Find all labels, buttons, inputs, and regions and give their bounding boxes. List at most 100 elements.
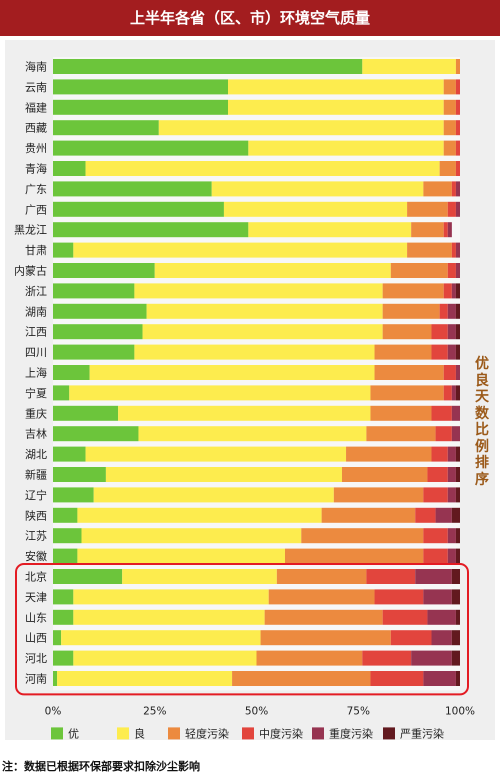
category-label: 云南 [25,81,47,94]
bar-segment-重度污染 [415,569,452,584]
bar-segment-轻度污染 [443,99,456,115]
bar-segment-优 [53,181,212,197]
bar-segment-中度污染 [447,263,456,278]
bar-segment-严重污染 [455,385,460,401]
bar-segment-轻度污染 [411,222,444,238]
legend-label: 良 [134,726,145,740]
bar-segment-严重污染 [451,589,460,605]
category-label: 重庆 [25,406,47,420]
bar-segment-优 [53,569,123,584]
side-label-char: 良 [475,372,489,389]
legend-swatch [312,727,324,740]
bar-segment-轻度污染 [374,365,444,380]
category-label: 浙江 [25,285,47,298]
chart-panel: 海南 云南 福建 西藏 贵州 青海 广东 广西 黑龙江 甘肃 内蒙古 浙江 湖南 江西 四川 上海 宁夏 重庆 吉林… [5,40,495,740]
category-label: 新疆 [25,468,47,482]
bar-segment-优 [53,324,143,340]
bar-segment-轻度污染 [390,263,448,278]
bar-segment-中度污染 [451,242,456,258]
bar-segment-优 [53,222,249,238]
bar-segment-优 [53,507,78,523]
side-label-char: 比 [475,422,489,438]
category-label: 贵州 [25,142,47,155]
bar-segment-优 [53,344,135,360]
bar-segment-重度污染 [447,303,456,319]
bar-segment-轻度污染 [374,344,432,360]
legend-label: 轻度污染 [185,726,229,740]
legend-label: 严重污染 [400,726,444,740]
category-label: 湖北 [25,448,47,461]
legend-label: 重度污染 [329,726,373,740]
category-label: 四川 [25,346,47,359]
category-label: 广西 [25,203,47,216]
bar-segment-轻度污染 [382,283,444,299]
category-label: 山西 [25,632,47,645]
category-label: 黑龙江 [14,224,47,237]
bar-segment-优 [53,671,58,686]
category-label: 上海 [25,366,47,380]
bar-segment-良 [85,446,347,462]
chart-title: 上半年各省（区、市）环境空气质量 [0,0,500,36]
bar-segment-轻度污染 [423,181,452,197]
bar-segment-中度污染 [443,283,452,299]
bar-segment-轻度污染 [443,79,456,95]
bar-segment-中度污染 [374,589,424,605]
bar-segment-中度污染 [427,467,448,482]
bar-segment-良 [228,79,444,95]
bar-segment-重度污染 [455,365,460,380]
bar-segment-中度污染 [443,365,456,380]
bar-segment-严重污染 [451,569,460,584]
bar-segment-严重污染 [455,344,460,360]
bar-segment-优 [53,548,78,564]
bar-segment-优 [53,79,229,95]
category-label: 天津 [25,591,47,604]
bar-segment-优 [53,385,70,401]
legend-swatch [168,727,180,740]
category-label: 山东 [25,611,47,624]
bar-segment-良 [142,324,383,340]
bar-segment-轻度污染 [370,405,432,421]
bar-segment-轻度污染 [443,120,456,136]
category-label: 宁夏 [25,386,47,400]
bar-segment-良 [77,507,322,523]
bar-segment-优 [53,263,155,278]
bar-segment-轻度污染 [370,385,444,401]
bar-segment-重度污染 [447,528,456,544]
bar-segment-优 [53,120,159,136]
bar-segment-良 [69,385,371,401]
bar-segment-重度污染 [447,344,456,360]
bar-segment-中度污染 [439,303,448,319]
bar-segment-轻度污染 [443,140,456,156]
bar-segment-优 [53,630,62,646]
category-label: 江苏 [25,530,47,543]
bar-segment-中度污染 [431,344,448,360]
bar-segment-中度污染 [455,99,460,115]
bar-segment-中度污染 [443,385,452,401]
legend-swatch [51,727,63,740]
bar-segment-良 [57,671,233,686]
bar-segment-优 [53,426,139,442]
x-tick-label: 100% [445,705,475,717]
bar-segment-重度污染 [451,405,460,421]
bar-segment-严重污染 [455,324,460,340]
bar-segment-中度污染 [451,181,456,197]
bar-segment-中度污染 [455,161,460,176]
bar-segment-中度污染 [415,507,436,523]
bar-segment-优 [53,99,229,115]
bar-segment-中度污染 [390,630,432,646]
bar-segment-良 [73,242,408,258]
bar-segment-轻度污染 [366,426,436,442]
category-label: 陕西 [25,508,47,522]
bar-segment-轻度污染 [439,161,456,176]
bar-segment-中度污染 [455,120,460,136]
category-label: 河南 [25,673,47,686]
category-label: 北京 [25,570,47,584]
x-tick-label: 0% [45,705,62,717]
bar-segment-良 [89,365,375,380]
bar-segment-优 [53,365,90,380]
bar-segment-中度污染 [455,140,460,156]
category-label: 青海 [25,162,47,176]
bar-segment-优 [53,242,74,258]
category-label: 吉林 [25,427,47,441]
bar-segment-轻度污染 [382,324,432,340]
